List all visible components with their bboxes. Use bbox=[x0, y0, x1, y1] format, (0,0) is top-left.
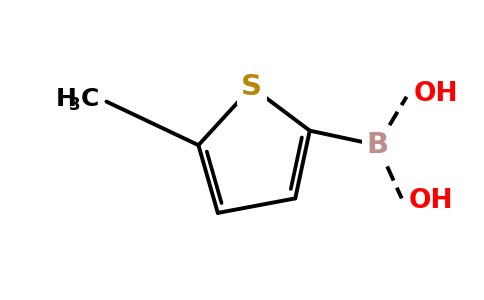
Text: 3: 3 bbox=[69, 96, 81, 114]
Text: H: H bbox=[56, 87, 76, 111]
Text: OH: OH bbox=[409, 188, 454, 214]
Text: S: S bbox=[241, 73, 262, 101]
Text: OH: OH bbox=[414, 81, 458, 107]
Text: B: B bbox=[366, 131, 389, 159]
Text: C: C bbox=[81, 87, 99, 111]
